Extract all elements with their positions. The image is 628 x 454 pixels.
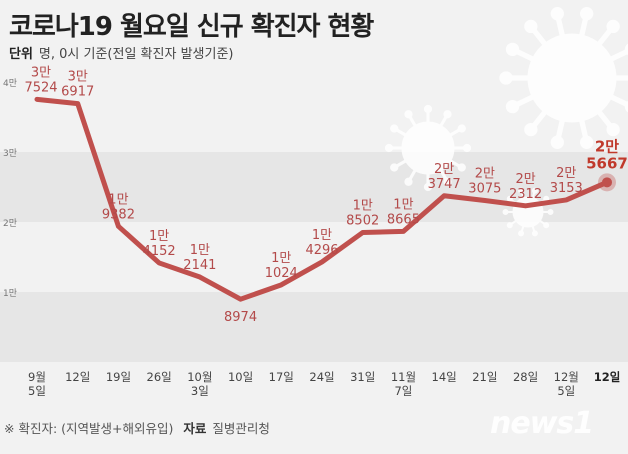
data-label: 2만 5667 bbox=[586, 137, 628, 172]
unit-row: 단위 명, 0시 기준(전일 확진자 발생기준) bbox=[9, 43, 233, 62]
data-label: 1만 1024 bbox=[265, 251, 298, 281]
source-key: 자료 bbox=[183, 421, 207, 436]
x-tick-label: 17일 bbox=[269, 370, 294, 384]
data-label: 2만 2312 bbox=[509, 172, 542, 202]
series-line bbox=[34, 96, 610, 302]
virus-icon bbox=[499, 6, 628, 150]
y-axis-ticks: 1만 2만 3만 4만 bbox=[3, 78, 17, 299]
virus-icon bbox=[384, 104, 472, 192]
x-tick-label: 12일 bbox=[594, 370, 621, 384]
data-label: 1만 9382 bbox=[102, 192, 135, 222]
y-tick-label: 1만 bbox=[3, 288, 17, 299]
data-label: 2만 3153 bbox=[550, 166, 583, 196]
x-tick-label: 21일 bbox=[472, 370, 497, 384]
x-tick-label: 24일 bbox=[309, 370, 334, 384]
y-tick-label: 2만 bbox=[3, 218, 17, 229]
x-tick-label: 10일 bbox=[228, 370, 253, 384]
data-label: 1만 8665 bbox=[387, 197, 420, 227]
y-tick-label: 4만 bbox=[3, 78, 17, 89]
x-tick-label: 11월 7일 bbox=[391, 370, 416, 398]
x-tick-label: 12일 bbox=[65, 370, 90, 384]
virus-decoration bbox=[384, 6, 628, 237]
data-label: 1만 4152 bbox=[143, 229, 176, 259]
x-tick-label: 19일 bbox=[106, 370, 131, 384]
chart-title: 코로나19 월요일 신규 확진자 현황 bbox=[9, 12, 374, 42]
x-tick-label: 10월 3일 bbox=[187, 370, 212, 398]
data-label: 3만 7524 bbox=[24, 65, 57, 95]
data-series bbox=[34, 96, 616, 302]
data-label: 3만 6917 bbox=[61, 70, 94, 100]
data-label: 2만 3747 bbox=[428, 162, 461, 192]
x-axis-ticks: 9월 5일 12일 19일 26일 10월 3일 10일 17일 24일 31일 11월 7일 14일 21… bbox=[28, 370, 620, 398]
footnote-note: ※ 확진자: (지역발생+해외유입) bbox=[4, 421, 174, 436]
data-label: 8974 bbox=[224, 310, 257, 325]
unit-text: 명, 0시 기준(전일 확진자 발생기준) bbox=[38, 47, 234, 62]
source-text: 질병관리청 bbox=[212, 421, 270, 436]
x-tick-label: 12월 5일 bbox=[554, 370, 579, 398]
data-label: 1만 2141 bbox=[183, 243, 216, 273]
x-tick-label: 26일 bbox=[147, 370, 172, 384]
x-tick-label: 31일 bbox=[350, 370, 375, 384]
data-label: 1만 8502 bbox=[346, 198, 379, 228]
last-point-marker bbox=[602, 177, 612, 188]
unit-key: 단위 bbox=[9, 47, 33, 62]
grid-band bbox=[0, 292, 628, 362]
x-tick-label: 28일 bbox=[513, 370, 538, 384]
x-tick-label: 9월 5일 bbox=[28, 370, 46, 398]
y-tick-label: 3만 bbox=[3, 148, 17, 159]
data-label: 2만 3075 bbox=[468, 166, 501, 196]
x-tick-label: 14일 bbox=[432, 370, 457, 384]
news1-logo: news1 bbox=[490, 406, 594, 441]
footnote: ※ 확진자: (지역발생+해외유입) 자료 질병관리청 bbox=[4, 418, 270, 437]
data-label: 1만 4296 bbox=[305, 228, 338, 258]
